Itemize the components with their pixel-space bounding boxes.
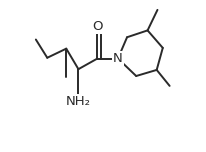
Text: N: N: [112, 52, 122, 65]
Text: NH₂: NH₂: [66, 95, 90, 108]
Text: O: O: [92, 20, 102, 33]
